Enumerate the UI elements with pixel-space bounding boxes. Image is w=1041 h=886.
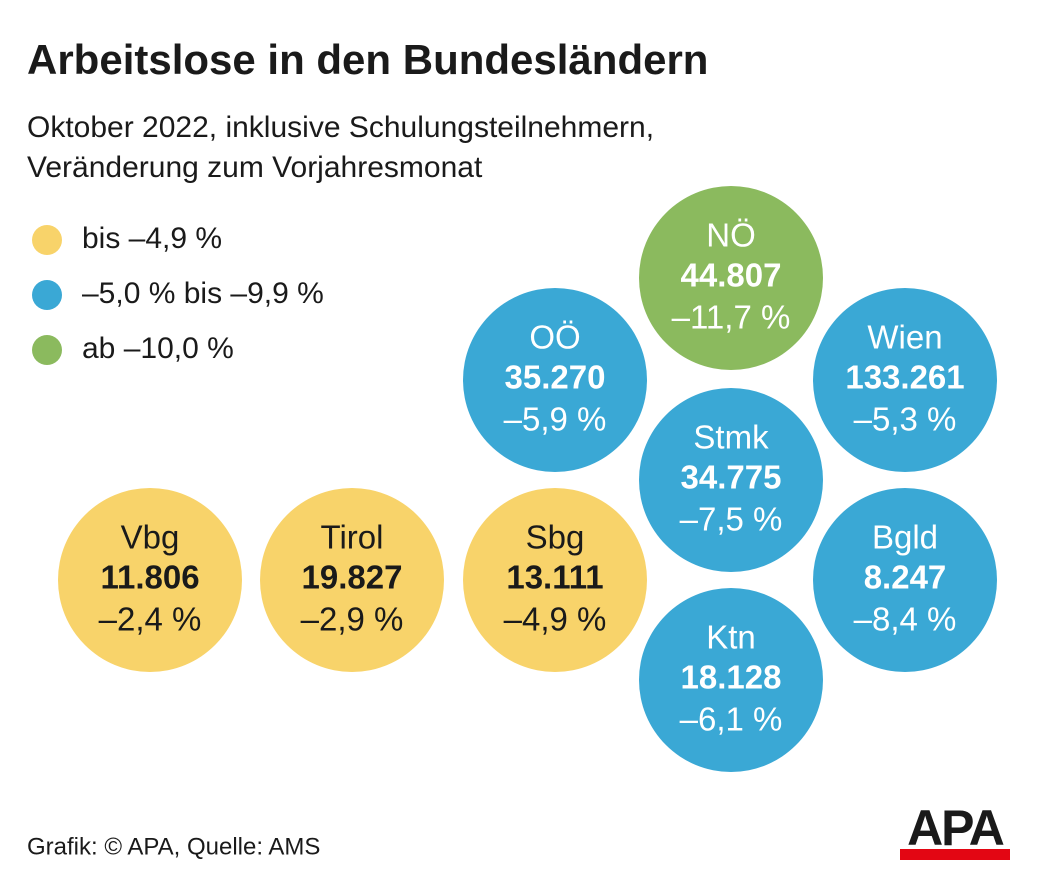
region-change: –5,9 % xyxy=(504,401,607,438)
region-change: –2,9 % xyxy=(301,601,404,638)
region-name: Sbg xyxy=(526,519,585,556)
legend-label: bis –4,9 % xyxy=(82,222,222,255)
region-name: Stmk xyxy=(693,419,769,456)
region-change: –2,4 % xyxy=(99,601,202,638)
legend-label: ab –10,0 % xyxy=(82,332,234,365)
legend-dot xyxy=(32,280,62,310)
region-name: Tirol xyxy=(321,519,384,556)
region-change: –4,9 % xyxy=(504,601,607,638)
region-circle xyxy=(58,488,242,672)
region-change: –5,3 % xyxy=(854,401,957,438)
region-change: –8,4 % xyxy=(854,601,957,638)
region-count: 44.807 xyxy=(681,257,782,294)
region-count: 34.775 xyxy=(681,459,782,496)
region-name: NÖ xyxy=(706,217,756,254)
region-count: 11.806 xyxy=(100,559,199,596)
region-circle xyxy=(463,288,647,472)
legend-label: –5,0 % bis –9,9 % xyxy=(82,277,324,310)
region-circle xyxy=(639,186,823,370)
region-name: Vbg xyxy=(121,519,180,556)
legend-dot xyxy=(32,225,62,255)
region-change: –7,5 % xyxy=(680,501,783,538)
region-count: 133.261 xyxy=(845,359,964,396)
region-circle xyxy=(813,288,997,472)
legend-dot xyxy=(32,335,62,365)
region-name: Wien xyxy=(867,319,942,356)
logo-bar xyxy=(900,849,1010,860)
region-circle xyxy=(463,488,647,672)
region-change: –11,7 % xyxy=(672,299,791,336)
region-count: 18.128 xyxy=(681,659,782,696)
region-count: 13.111 xyxy=(506,559,603,596)
region-circle xyxy=(639,388,823,572)
title: Arbeitslose in den Bundesländern xyxy=(27,36,708,83)
source: Grafik: © APA, Quelle: AMS xyxy=(27,833,320,860)
subtitle: Oktober 2022, inklusive Schulungsteilneh… xyxy=(27,111,654,144)
region-circle xyxy=(639,588,823,772)
region-count: 19.827 xyxy=(302,559,403,596)
subtitle: Veränderung zum Vorjahresmonat xyxy=(27,151,483,184)
logo: APA xyxy=(907,800,1004,856)
region-name: OÖ xyxy=(529,319,580,356)
region-name: Bgld xyxy=(872,519,938,556)
region-name: Ktn xyxy=(706,619,756,656)
region-count: 35.270 xyxy=(505,359,606,396)
region-circle xyxy=(260,488,444,672)
region-circle xyxy=(813,488,997,672)
region-count: 8.247 xyxy=(864,559,947,596)
region-change: –6,1 % xyxy=(680,701,783,738)
